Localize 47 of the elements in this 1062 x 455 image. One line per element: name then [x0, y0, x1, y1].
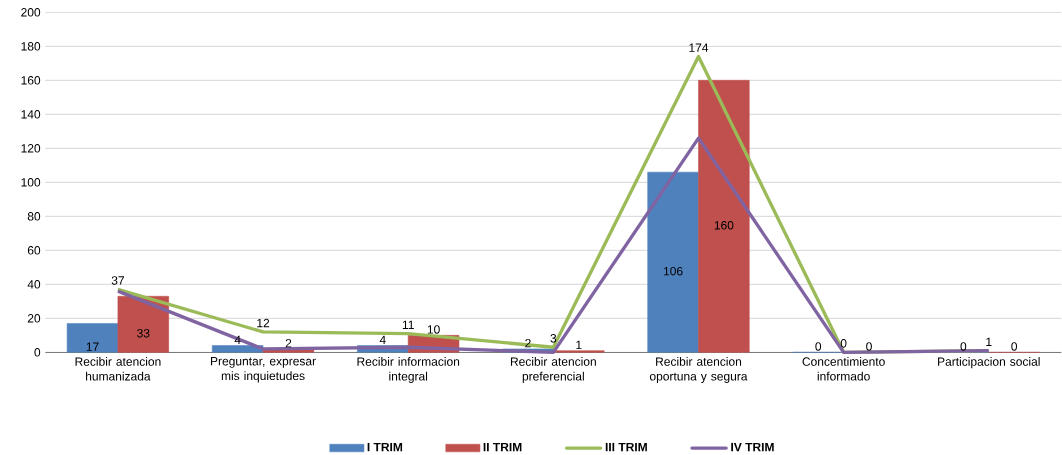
data-label: 4 — [234, 335, 241, 344]
data-label: 174 — [689, 43, 709, 52]
y-tick-label: 80 — [27, 212, 41, 221]
data-label: 4 — [379, 335, 386, 344]
data-label: 160 — [714, 221, 734, 230]
data-label: 0 — [840, 339, 847, 348]
data-label: 0 — [866, 342, 872, 351]
y-tick-label: 60 — [27, 246, 41, 255]
data-label: 1 — [576, 340, 582, 350]
data-label: 1 — [986, 337, 992, 346]
bar — [647, 171, 699, 353]
bar — [66, 323, 119, 353]
x-tick-label: Recibir informacion integral — [357, 357, 460, 383]
bar — [117, 295, 169, 353]
data-label: 2 — [285, 338, 292, 348]
y-tick-label: 140 — [21, 110, 41, 119]
x-tick-label: Concentimiento informado — [802, 357, 885, 381]
x-tick-label: Recibir atencion preferencial — [510, 357, 596, 383]
x-tick-label: Preguntar, expresar mis inquietudes — [211, 357, 316, 383]
data-label: 0 — [960, 342, 967, 351]
y-tick-label: 180 — [21, 42, 41, 51]
legend-label: IV TRIM — [731, 442, 774, 452]
data-label: 12 — [257, 318, 270, 328]
y-tick-label: 200 — [21, 8, 41, 17]
bar — [698, 80, 750, 353]
y-tick-label: 20 — [27, 314, 41, 323]
legend-label: III TRIM — [605, 442, 647, 452]
y-tick-label: 0 — [34, 348, 41, 357]
legend-label: I TRIM — [367, 442, 403, 452]
data-label: 10 — [427, 325, 440, 334]
data-label: 3 — [550, 334, 557, 343]
x-tick-label: Participacion social — [938, 357, 1040, 369]
x-tick-label: Recibir atencion humanizada — [75, 357, 161, 381]
bar — [211, 345, 264, 353]
data-label: 106 — [663, 266, 683, 276]
data-label: 33 — [137, 328, 150, 338]
x-tick-label: Recibir atencion oportuna y segura — [649, 357, 748, 383]
legend-label: II TRIM — [483, 442, 522, 452]
y-tick-label: 160 — [21, 76, 41, 85]
data-label: 0 — [815, 342, 822, 351]
data-label: 0 — [1011, 342, 1018, 351]
data-label: 11 — [402, 320, 414, 329]
y-tick-label: 100 — [21, 178, 41, 187]
data-label: 37 — [111, 276, 124, 285]
y-tick-label: 120 — [21, 144, 41, 153]
data-label: 17 — [86, 342, 99, 351]
y-tick-label: 40 — [27, 280, 41, 289]
